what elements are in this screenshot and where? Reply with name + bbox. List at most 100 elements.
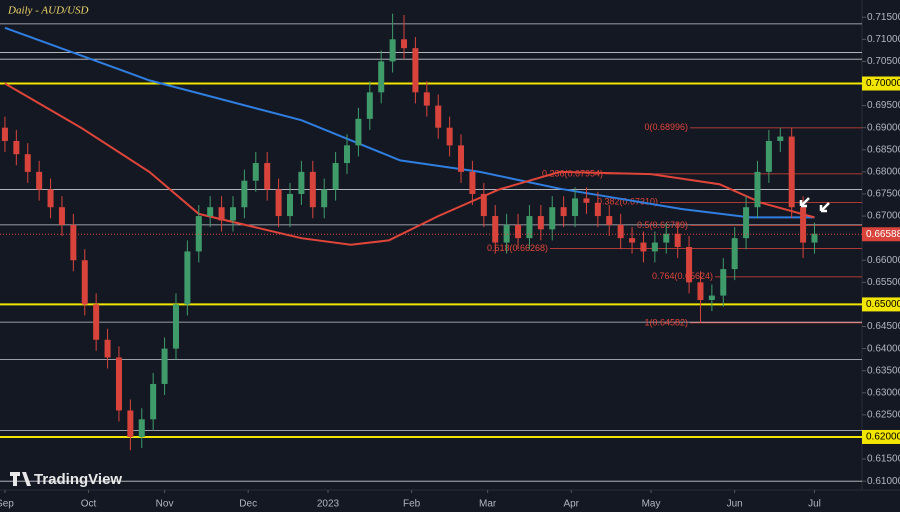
candle-body <box>686 246 693 283</box>
y-tick-label: 0.71500 <box>867 12 900 23</box>
candle-body <box>640 242 647 252</box>
candle-body <box>765 140 772 172</box>
candle-body <box>549 207 556 230</box>
candle-body <box>355 118 362 146</box>
candle-body <box>81 260 88 305</box>
key-level-tag <box>862 297 900 312</box>
candle-body <box>743 207 750 239</box>
candle-body <box>492 216 499 243</box>
y-tick-label: 0.70500 <box>867 56 900 67</box>
candle-body <box>788 136 795 208</box>
candle-body <box>138 419 145 437</box>
key-level-label: 0.70000 <box>866 78 900 89</box>
x-tick-label: Feb <box>403 499 421 510</box>
candle-body <box>104 339 111 358</box>
y-tick-label: 0.69500 <box>867 100 900 111</box>
candle-body <box>286 193 293 217</box>
candle-body <box>195 216 202 252</box>
candle-body <box>754 171 761 208</box>
candle-body <box>275 189 282 217</box>
candle-body <box>47 189 54 208</box>
candle-body <box>378 61 385 93</box>
candle-body <box>674 233 681 247</box>
candle-body <box>811 233 818 243</box>
y-tick-label: 0.63000 <box>867 387 900 398</box>
candle-body <box>663 233 670 243</box>
candle-body <box>115 357 122 411</box>
y-tick-label: 0.71000 <box>867 34 900 45</box>
plot: 0(0.68996) 0.236(0.67954) 0.382(0.67310) 0.… <box>0 13 862 482</box>
candle-body <box>172 304 179 349</box>
y-tick-label: 0.65500 <box>867 277 900 288</box>
y-tick-label: 0.68000 <box>867 167 900 178</box>
y-tick-label: 0.69000 <box>867 122 900 133</box>
candle-body <box>515 224 522 239</box>
y-tick-label: 0.64500 <box>867 321 900 332</box>
x-tick-label: 2023 <box>317 499 340 510</box>
candle-body <box>583 198 590 203</box>
watermark-text: TradingView <box>34 471 122 488</box>
y-tick-label: 0.67000 <box>867 211 900 222</box>
y-tick-label: 0.61500 <box>867 454 900 465</box>
candle-body <box>150 383 157 420</box>
x-tick-label: Sep <box>0 499 14 510</box>
x-tick-label: Dec <box>239 499 257 510</box>
candle-body <box>298 171 305 194</box>
candle-body <box>423 92 430 106</box>
candle-body <box>594 202 601 217</box>
y-tick-label: 0.67500 <box>867 189 900 200</box>
key-level-label: 0.62000 <box>866 432 900 443</box>
candle-body <box>93 304 100 340</box>
x-tick-label: May <box>642 499 661 510</box>
candle-body <box>526 216 533 239</box>
x-tick-label: Jul <box>808 499 821 510</box>
candle-body <box>70 224 77 261</box>
x-tick-label: Nov <box>156 499 174 510</box>
fib-label: 0(0.68996) <box>644 122 688 132</box>
candle-body <box>458 145 465 172</box>
candle-body <box>321 189 328 208</box>
candle-body <box>731 238 738 270</box>
key-level-label: 0.65000 <box>866 299 900 310</box>
candle-body <box>241 180 248 208</box>
candle-body <box>344 145 351 164</box>
candle-body <box>218 207 225 221</box>
fib-label: 0.236(0.67954) <box>542 168 603 178</box>
y-tick-label: 0.66000 <box>867 255 900 266</box>
arrow <box>799 197 810 208</box>
moving-average <box>4 82 815 246</box>
candle-body <box>207 207 214 217</box>
candle-body <box>13 140 20 155</box>
y-tick-label: 0.64000 <box>867 343 900 354</box>
candle-body <box>606 216 613 225</box>
candle-body <box>560 207 567 217</box>
candle-body <box>36 171 43 190</box>
fib-label: 1(0.64582) <box>644 317 688 327</box>
x-tick-label: Apr <box>563 499 579 510</box>
candle-body <box>629 238 636 243</box>
candle-body <box>800 207 807 243</box>
y-tick-label: 0.62500 <box>867 410 900 421</box>
candle-body <box>708 295 715 301</box>
candle-body <box>697 282 704 301</box>
x-tick-label: Oct <box>81 499 97 510</box>
fib-label: 0.382(0.67310) <box>597 197 658 207</box>
candle-body <box>184 251 191 305</box>
logo <box>10 472 31 486</box>
candle-body <box>127 410 134 437</box>
x-tick-label: Jun <box>727 499 743 510</box>
key-level-tag <box>862 429 900 444</box>
fib-label: 0.764(0.65624) <box>652 271 713 281</box>
price-tag-label: 0.66588 <box>866 229 900 240</box>
candle-body <box>651 242 658 252</box>
fib-label: 0.618(0.66268) <box>487 243 548 253</box>
candle-body <box>1 127 8 141</box>
candle-body <box>58 207 65 225</box>
candle-body <box>720 269 727 296</box>
watermark: TradingView <box>10 471 122 488</box>
annotation-arrows <box>799 197 830 213</box>
y-tick-label: 0.61000 <box>867 476 900 487</box>
moving-average <box>4 26 815 219</box>
